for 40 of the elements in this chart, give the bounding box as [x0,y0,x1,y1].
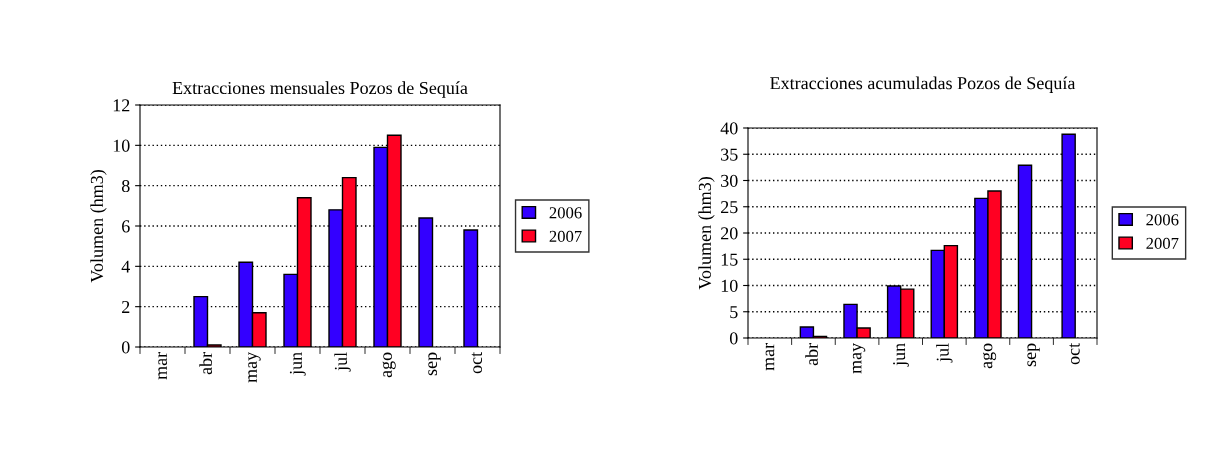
x-tick-label: may [852,342,866,374]
y-tick-label: 30 [721,174,738,187]
x-tick-label: mar [765,343,775,371]
legend-label: 2007 [549,230,582,242]
y-tick-label: 15 [721,253,738,266]
y-tick-label: 10 [113,139,130,152]
y-tick-label: 8 [121,179,130,193]
x-tick-label: oct [471,351,483,374]
y-axis-title: Volumen (hm3) [698,177,715,290]
x-tick-label: jun [893,343,909,367]
y-tick-label: 40 [720,122,738,135]
y-tick-label: 2 [122,300,130,313]
y-tick-label: 12 [113,99,130,112]
y-tick-label: 5 [730,306,738,319]
y-tick-label: 0 [729,332,738,345]
y-tick-label: 25 [721,201,738,214]
y-tick-label: 20 [721,227,738,240]
x-tick-label: ago [982,343,997,369]
x-tick-label: oct [1069,342,1080,365]
y-tick-label: 10 [721,279,738,292]
legend-label: 2006 [549,207,582,219]
x-tick-label: abr [199,352,213,375]
chart-title: Extracciones mensuales Pozos de Sequía [172,81,468,98]
x-tick-label: ago [382,352,396,378]
y-tick-label: 6 [122,220,130,233]
chart-title: Extracciones acumuladas Pozos de Sequía [770,76,1076,93]
y-tick-label: 35 [721,148,738,161]
x-tick-label: may [248,351,261,383]
x-tick-label: abr [805,343,818,366]
legend-label: 2007 [1146,237,1179,249]
x-tick-label: jul [936,343,953,363]
y-axis-title: Volumen (hm3) [90,170,107,283]
y-tick-label: 0 [121,341,130,354]
x-tick-label: sep [428,352,441,376]
y-tick-label: 4 [121,260,130,273]
legend-label: 2006 [1146,214,1179,226]
x-tick-label: jun [289,352,306,376]
x-tick-label: sep [1027,343,1040,367]
x-tick-label: mar [158,352,168,380]
x-tick-label: jul [334,352,351,372]
